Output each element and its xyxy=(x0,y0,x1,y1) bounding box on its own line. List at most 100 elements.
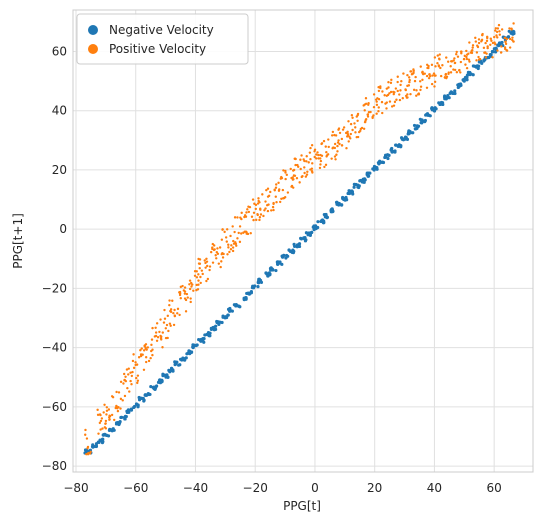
positive-velocity-point xyxy=(173,308,176,312)
negative-velocity-point xyxy=(256,285,260,289)
positive-velocity-point xyxy=(324,163,328,167)
positive-velocity-point xyxy=(181,284,184,288)
positive-velocity-point xyxy=(154,326,157,329)
positive-velocity-point xyxy=(197,273,200,276)
positive-velocity-point xyxy=(110,413,114,417)
positive-velocity-point xyxy=(278,188,281,191)
positive-velocity-point xyxy=(337,139,340,142)
positive-velocity-point xyxy=(195,276,199,279)
positive-velocity-point xyxy=(437,65,441,68)
positive-velocity-point xyxy=(486,46,489,50)
positive-velocity-point xyxy=(408,78,411,82)
positive-velocity-point xyxy=(173,314,177,318)
positive-velocity-point xyxy=(168,299,171,302)
negative-velocity-point xyxy=(377,161,381,165)
positive-velocity-point xyxy=(247,210,251,214)
positive-velocity-point xyxy=(443,76,447,79)
negative-velocity-point xyxy=(360,180,365,184)
positive-velocity-point xyxy=(104,427,108,430)
positive-velocity-point xyxy=(290,184,294,188)
positive-velocity-point xyxy=(167,329,170,333)
positive-velocity-point xyxy=(491,41,495,45)
positive-velocity-point xyxy=(197,279,200,282)
positive-velocity-point xyxy=(142,368,146,371)
positive-velocity-point xyxy=(318,166,322,170)
positive-velocity-point xyxy=(161,331,164,334)
positive-velocity-point xyxy=(459,60,463,64)
negative-velocity-point xyxy=(405,137,410,141)
positive-velocity-point xyxy=(306,170,309,173)
positive-velocity-point xyxy=(485,52,488,55)
negative-velocity-point xyxy=(132,404,137,409)
positive-velocity-point xyxy=(441,64,444,67)
positive-velocity-point xyxy=(292,186,295,189)
negative-velocity-point xyxy=(228,309,232,313)
positive-velocity-point xyxy=(489,37,492,40)
positive-velocity-point xyxy=(192,289,195,292)
positive-velocity-point xyxy=(204,266,207,269)
positive-velocity-point xyxy=(412,69,415,73)
plot-frame xyxy=(72,9,534,473)
positive-velocity-point xyxy=(296,165,300,168)
negative-velocity-point xyxy=(356,185,360,189)
positive-velocity-point xyxy=(98,421,102,425)
negative-velocity-point xyxy=(390,150,394,154)
negative-velocity-point xyxy=(102,433,106,437)
y-tick-label: −80 xyxy=(42,459,67,473)
positive-velocity-point xyxy=(427,64,430,68)
positive-velocity-point xyxy=(136,381,139,385)
positive-velocity-point xyxy=(496,36,499,39)
negative-velocity-point xyxy=(383,155,387,160)
positive-velocity-point xyxy=(494,29,497,32)
positive-velocity-point xyxy=(203,259,206,262)
negative-velocity-point xyxy=(212,328,216,332)
positive-velocity-point xyxy=(259,213,263,216)
positive-velocity-point xyxy=(349,122,353,126)
positive-velocity-point xyxy=(264,200,267,203)
negative-velocity-point xyxy=(276,262,280,266)
negative-velocity-point xyxy=(209,326,213,330)
positive-velocity-points xyxy=(84,22,515,456)
positive-velocity-point xyxy=(407,76,411,79)
positive-velocity-point xyxy=(483,51,486,54)
positive-velocity-point xyxy=(151,326,154,330)
positive-velocity-point xyxy=(262,214,265,218)
positive-velocity-point xyxy=(183,290,187,293)
positive-velocity-point xyxy=(124,375,127,378)
positive-velocity-point xyxy=(238,240,242,244)
positive-velocity-point xyxy=(186,296,189,299)
positive-velocity-point xyxy=(215,257,218,260)
positive-velocity-point xyxy=(144,343,148,346)
positive-velocity-point xyxy=(366,115,370,118)
positive-velocity-point xyxy=(336,144,339,148)
positive-velocity-point xyxy=(163,317,167,320)
negative-velocity-point xyxy=(425,112,430,116)
positive-velocity-point xyxy=(239,216,242,219)
y-tick-label: 0 xyxy=(59,222,67,236)
positive-velocity-point xyxy=(225,228,229,231)
positive-velocity-point xyxy=(166,314,169,318)
positive-velocity-point xyxy=(453,61,457,65)
positive-velocity-point xyxy=(449,65,452,68)
positive-velocity-point xyxy=(275,183,278,186)
positive-velocity-point xyxy=(116,409,120,413)
positive-velocity-point xyxy=(111,396,115,399)
positive-velocity-point xyxy=(439,66,442,70)
positive-velocity-point xyxy=(178,313,181,317)
positive-velocity-point xyxy=(274,195,277,198)
positive-velocity-point xyxy=(301,174,304,178)
negative-velocity-point xyxy=(192,343,196,347)
positive-velocity-point xyxy=(216,247,219,250)
negative-velocity-point xyxy=(393,149,397,153)
positive-velocity-point xyxy=(372,105,376,109)
positive-velocity-point xyxy=(374,98,378,101)
positive-velocity-point xyxy=(265,188,268,192)
positive-velocity-point xyxy=(193,274,197,278)
positive-velocity-point xyxy=(317,157,320,160)
positive-velocity-point xyxy=(293,157,296,160)
positive-velocity-point xyxy=(184,298,188,302)
positive-velocity-point xyxy=(396,80,399,84)
positive-velocity-point xyxy=(232,239,235,243)
negative-velocity-point xyxy=(137,395,141,400)
y-tick-label: 60 xyxy=(52,44,67,58)
